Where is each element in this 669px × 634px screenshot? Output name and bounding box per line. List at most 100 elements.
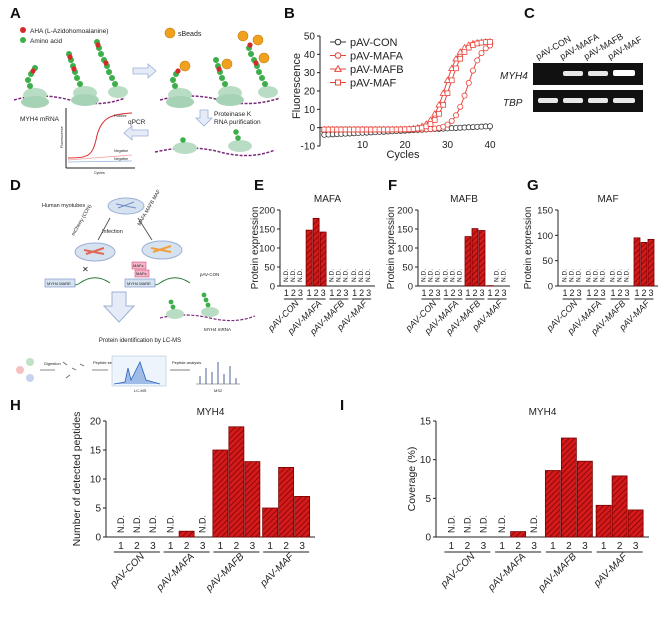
nd-label: N.D. <box>478 515 488 533</box>
y-tick-label: 15 <box>420 417 432 428</box>
rep-label: 1 <box>610 288 615 298</box>
rep-label: 2 <box>336 288 341 298</box>
nd-label: N.D. <box>358 269 365 282</box>
nd-label: N.D. <box>497 515 507 533</box>
group-label-pav-maf: pAV-MAF <box>591 551 630 590</box>
nd-label: N.D. <box>457 269 464 282</box>
y-tick-label: 0 <box>95 533 101 544</box>
rep-label: 1 <box>267 541 273 552</box>
y-tick-label: 50 <box>542 256 553 267</box>
rep-label: 2 <box>472 288 477 298</box>
b-point-pav-mafa <box>448 117 455 124</box>
nd-label: N.D. <box>624 269 631 282</box>
b-plot-area: -10 0 10 20 30 40 50 10 20 30 40 <box>301 32 496 153</box>
rep-label: 2 <box>566 541 572 552</box>
qpcr-label: qPCR <box>128 119 146 126</box>
c-row-myh4: MYH4 <box>500 71 528 82</box>
d-protein-id: Protein identification by LC-MS <box>99 338 181 344</box>
b-legend-marker <box>335 79 341 86</box>
bar-g-pav-maf-3 <box>647 238 655 287</box>
ribosome-schematic-right <box>159 30 281 108</box>
nd-label: N.D. <box>342 269 349 282</box>
rep-label: 1 <box>218 541 224 552</box>
panel-f: F MAFB Protein expression 0 50 100 150 200 N.D.… <box>386 177 510 337</box>
b-point-pav-maf <box>461 49 468 55</box>
sbead-icon <box>164 27 176 39</box>
rep-label: 3 <box>299 541 305 552</box>
amino-acid-dot-icon <box>20 37 26 43</box>
y-tick-label: 100 <box>397 244 413 255</box>
rep-label: 2 <box>283 541 289 552</box>
nd-label: N.D. <box>443 269 450 282</box>
cross-icon: ✕ <box>82 265 89 274</box>
nd-label: N.D. <box>576 269 583 282</box>
rep-label: 3 <box>582 541 588 552</box>
y-tick-label: 50 <box>264 263 275 274</box>
legend-aha: AHA (L-Azidohomoalanine) <box>30 28 108 35</box>
chart-ylabel-f: Protein expression <box>386 207 397 290</box>
rep-label: 1 <box>118 541 124 552</box>
nd-label: N.D. <box>529 515 539 533</box>
bar-h-pav-maf-3 <box>294 495 311 538</box>
b-y-tick-label: 40 <box>304 50 316 61</box>
b-point-pav-maf <box>453 65 459 72</box>
rep-label: 2 <box>494 288 499 298</box>
bar-h-pav-maf-2 <box>278 466 295 538</box>
y-tick-label: 0 <box>270 282 275 293</box>
b-point-pav-mafa <box>461 92 468 99</box>
rep-label: 2 <box>641 288 646 298</box>
rep-label: 1 <box>586 288 591 298</box>
d-digestion: Digestion <box>44 361 61 366</box>
panel-label-h: H <box>10 397 21 414</box>
bar-h-pav-mafa-2 <box>178 530 195 538</box>
group-label-pav-mafa: pAV-MAFA <box>154 551 197 594</box>
y-tick-label: 150 <box>259 225 275 236</box>
b-x-tick-label: 30 <box>442 140 454 151</box>
bar-g-pav-maf-2 <box>640 242 648 287</box>
b-point-pav-maf <box>457 55 464 62</box>
nd-label: N.D. <box>494 269 501 282</box>
b-point-pav-mafa <box>465 79 472 86</box>
band-myh4-mafa <box>563 71 583 76</box>
rep-label: 2 <box>450 288 455 298</box>
sbeads-label: sBeads <box>178 31 202 38</box>
chart-ylabel-g: Protein expression <box>523 207 534 290</box>
d-mafs-tag: MAFs <box>136 271 146 276</box>
rep-label: 3 <box>366 288 371 298</box>
rep-label: 1 <box>562 288 567 298</box>
rep-label: 1 <box>601 541 607 552</box>
rep-label: 3 <box>457 288 462 298</box>
nd-label: N.D. <box>435 269 442 282</box>
d-human-myotubes: Human myotubes <box>42 203 85 209</box>
y-tick-label: 20 <box>90 417 102 428</box>
bar-h-pav-mafb-2 <box>228 426 245 538</box>
panel-a: A AHA (L-Azidohomoalanine) Amino acid MY… <box>10 5 281 175</box>
rep-label: 1 <box>329 288 334 298</box>
b-point-pav-mafa <box>482 45 489 52</box>
rep-label: 1 <box>168 541 174 552</box>
nd-label: N.D. <box>283 269 290 282</box>
y-tick-label: 150 <box>397 225 413 236</box>
bar-i-pav-maf-3 <box>627 509 644 538</box>
y-tick-label: 0 <box>408 282 413 293</box>
panel-label-i: I <box>340 397 344 414</box>
d-mrna-label: MYH4 mRNA <box>204 327 231 332</box>
rep-label: 1 <box>449 541 455 552</box>
y-tick-label: 200 <box>397 206 413 217</box>
chart-ylabel-h: Number of detected peptides <box>71 412 83 547</box>
panel-label-f: F <box>388 177 397 194</box>
big-arrow-down-icon <box>102 291 136 323</box>
rep-label: 3 <box>298 288 303 298</box>
bar-i-pav-maf-1 <box>595 504 612 538</box>
rep-label: 2 <box>314 288 319 298</box>
rep-label: 3 <box>633 541 639 552</box>
band-tbp-con <box>538 98 558 103</box>
rep-label: 3 <box>479 288 484 298</box>
group-label-pav-mafb: pAV-MAFB <box>203 551 246 594</box>
mrna-fragment <box>154 129 276 157</box>
rep-label: 2 <box>515 541 521 552</box>
b-y-tick-label: -10 <box>301 142 316 153</box>
rep-label: 3 <box>200 541 206 552</box>
nd-label: N.D. <box>351 269 358 282</box>
qpcr-inset-plot: Positive Negative Negative Cycles Fluore… <box>60 108 135 175</box>
